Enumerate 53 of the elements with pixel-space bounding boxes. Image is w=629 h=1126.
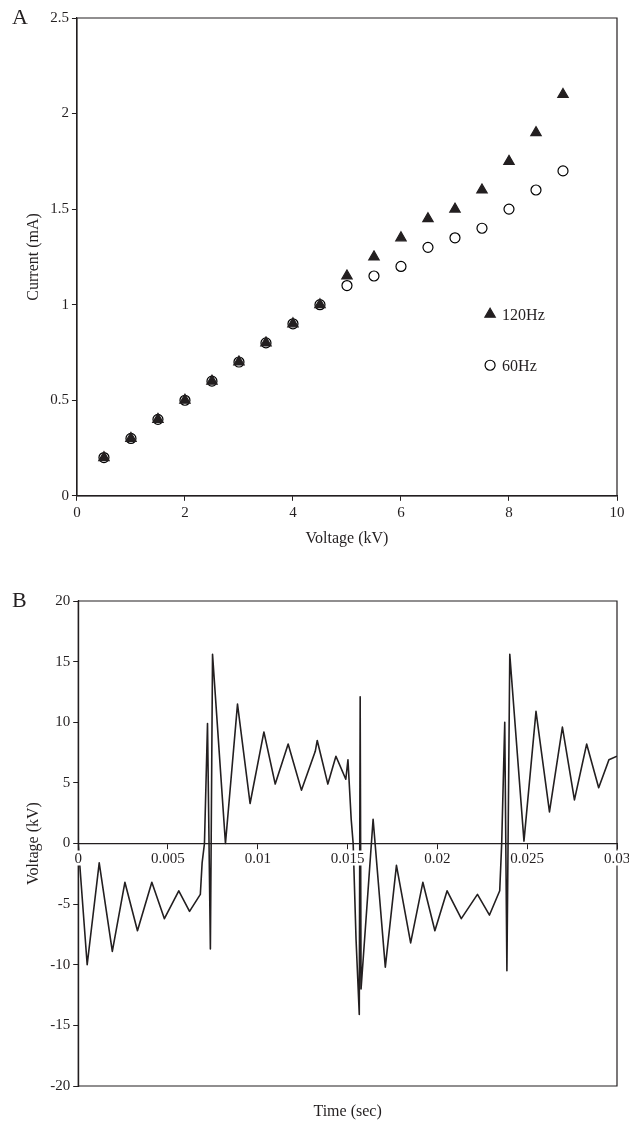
y-tick-label: 1.5 <box>50 200 69 217</box>
point <box>476 222 488 234</box>
y-tick-label: 0.5 <box>50 391 69 408</box>
y-tick-label: 10 <box>55 713 71 730</box>
y-tick-label: -15 <box>50 1016 71 1033</box>
point <box>503 154 515 165</box>
point <box>395 231 407 242</box>
y-axis-title: Voltage (kV) <box>23 802 42 885</box>
point <box>503 203 515 215</box>
x-axis-title: Voltage (kV) <box>305 528 389 547</box>
chart-title: A <box>12 3 28 29</box>
y-tick-label: -10 <box>50 955 71 972</box>
x-tick-label: 6 <box>397 503 406 520</box>
y-tick-label: 2 <box>61 104 69 121</box>
point <box>422 241 434 253</box>
y-tick-label: -20 <box>50 1076 71 1093</box>
x-tick-label: 2 <box>181 503 189 520</box>
x-tick-label: 8 <box>505 503 513 520</box>
x-tick-label: 0.015 <box>330 849 365 866</box>
point <box>530 184 542 196</box>
y-tick-label: 15 <box>55 652 71 669</box>
x-tick-label: 0.02 <box>424 849 451 866</box>
point <box>530 126 542 137</box>
point <box>449 202 461 213</box>
point <box>476 183 488 194</box>
y-tick-label: 20 <box>55 591 71 608</box>
point <box>557 87 569 99</box>
legend-label: 120Hz <box>502 306 545 324</box>
x-tick-label: 0.01 <box>244 849 271 866</box>
point <box>368 250 380 261</box>
y-tick-label: 0 <box>62 834 71 851</box>
point <box>341 269 353 280</box>
x-tick-label: 0 <box>74 849 82 866</box>
y-axis-title: Current (mA) <box>23 213 42 301</box>
y-tick-label: 5 <box>62 773 71 790</box>
x-tick-label: 0.03 <box>603 849 629 866</box>
point <box>422 212 434 223</box>
point <box>341 279 353 292</box>
y-tick-label: 0 <box>61 486 69 503</box>
y-tick-label: 2.5 <box>50 8 69 25</box>
legend-label: 60Hz <box>502 357 537 375</box>
point <box>395 260 407 273</box>
point <box>557 165 569 177</box>
point <box>368 270 380 282</box>
y-tick-label: 1 <box>61 295 69 312</box>
chart-title: B <box>12 586 27 612</box>
x-axis-title: Time (sec) <box>313 1102 382 1121</box>
x-tick-label: 0.005 <box>151 849 185 866</box>
x-tick-label: 4 <box>289 503 298 520</box>
x-tick-label: 0.025 <box>510 849 545 866</box>
x-tick-label: 10 <box>609 503 625 520</box>
y-tick-label: -5 <box>57 895 71 912</box>
point <box>449 232 461 244</box>
